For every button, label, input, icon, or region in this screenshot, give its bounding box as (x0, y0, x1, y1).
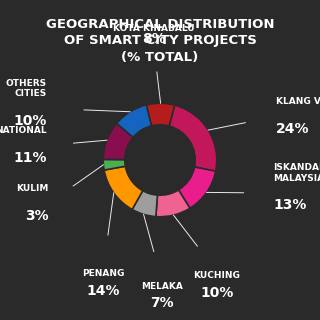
Text: KUCHING: KUCHING (193, 271, 240, 281)
Text: 7%: 7% (150, 296, 174, 310)
Wedge shape (116, 105, 152, 137)
Wedge shape (103, 159, 125, 170)
Text: 14%: 14% (86, 284, 120, 298)
Wedge shape (104, 166, 143, 210)
Text: KULIM: KULIM (16, 184, 49, 193)
Text: 13%: 13% (274, 198, 307, 212)
Wedge shape (103, 123, 133, 160)
Text: 8%: 8% (142, 32, 166, 46)
Wedge shape (156, 190, 190, 217)
Text: 11%: 11% (13, 151, 46, 165)
Text: ISKANDAR
MALAYSIA: ISKANDAR MALAYSIA (274, 163, 320, 183)
Text: KLANG VALLEY: KLANG VALLEY (276, 97, 320, 106)
Text: 3%: 3% (25, 209, 49, 222)
Text: 10%: 10% (13, 114, 46, 128)
Text: OTHERS
CITIES: OTHERS CITIES (5, 79, 46, 98)
Wedge shape (169, 105, 217, 171)
Text: KOTA KINABALU: KOTA KINABALU (113, 24, 195, 33)
Wedge shape (179, 167, 216, 208)
Wedge shape (147, 103, 175, 126)
Text: 10%: 10% (200, 286, 234, 300)
Text: NATIONAL: NATIONAL (0, 126, 46, 135)
Text: 24%: 24% (276, 122, 309, 136)
Text: MELAKA: MELAKA (141, 282, 183, 291)
Text: PENANG: PENANG (82, 269, 124, 278)
Wedge shape (132, 191, 157, 217)
Text: GEOGRAPHICAL DISTRIBUTION
OF SMART CITY PROJECTS
(% TOTAL): GEOGRAPHICAL DISTRIBUTION OF SMART CITY … (46, 18, 274, 64)
